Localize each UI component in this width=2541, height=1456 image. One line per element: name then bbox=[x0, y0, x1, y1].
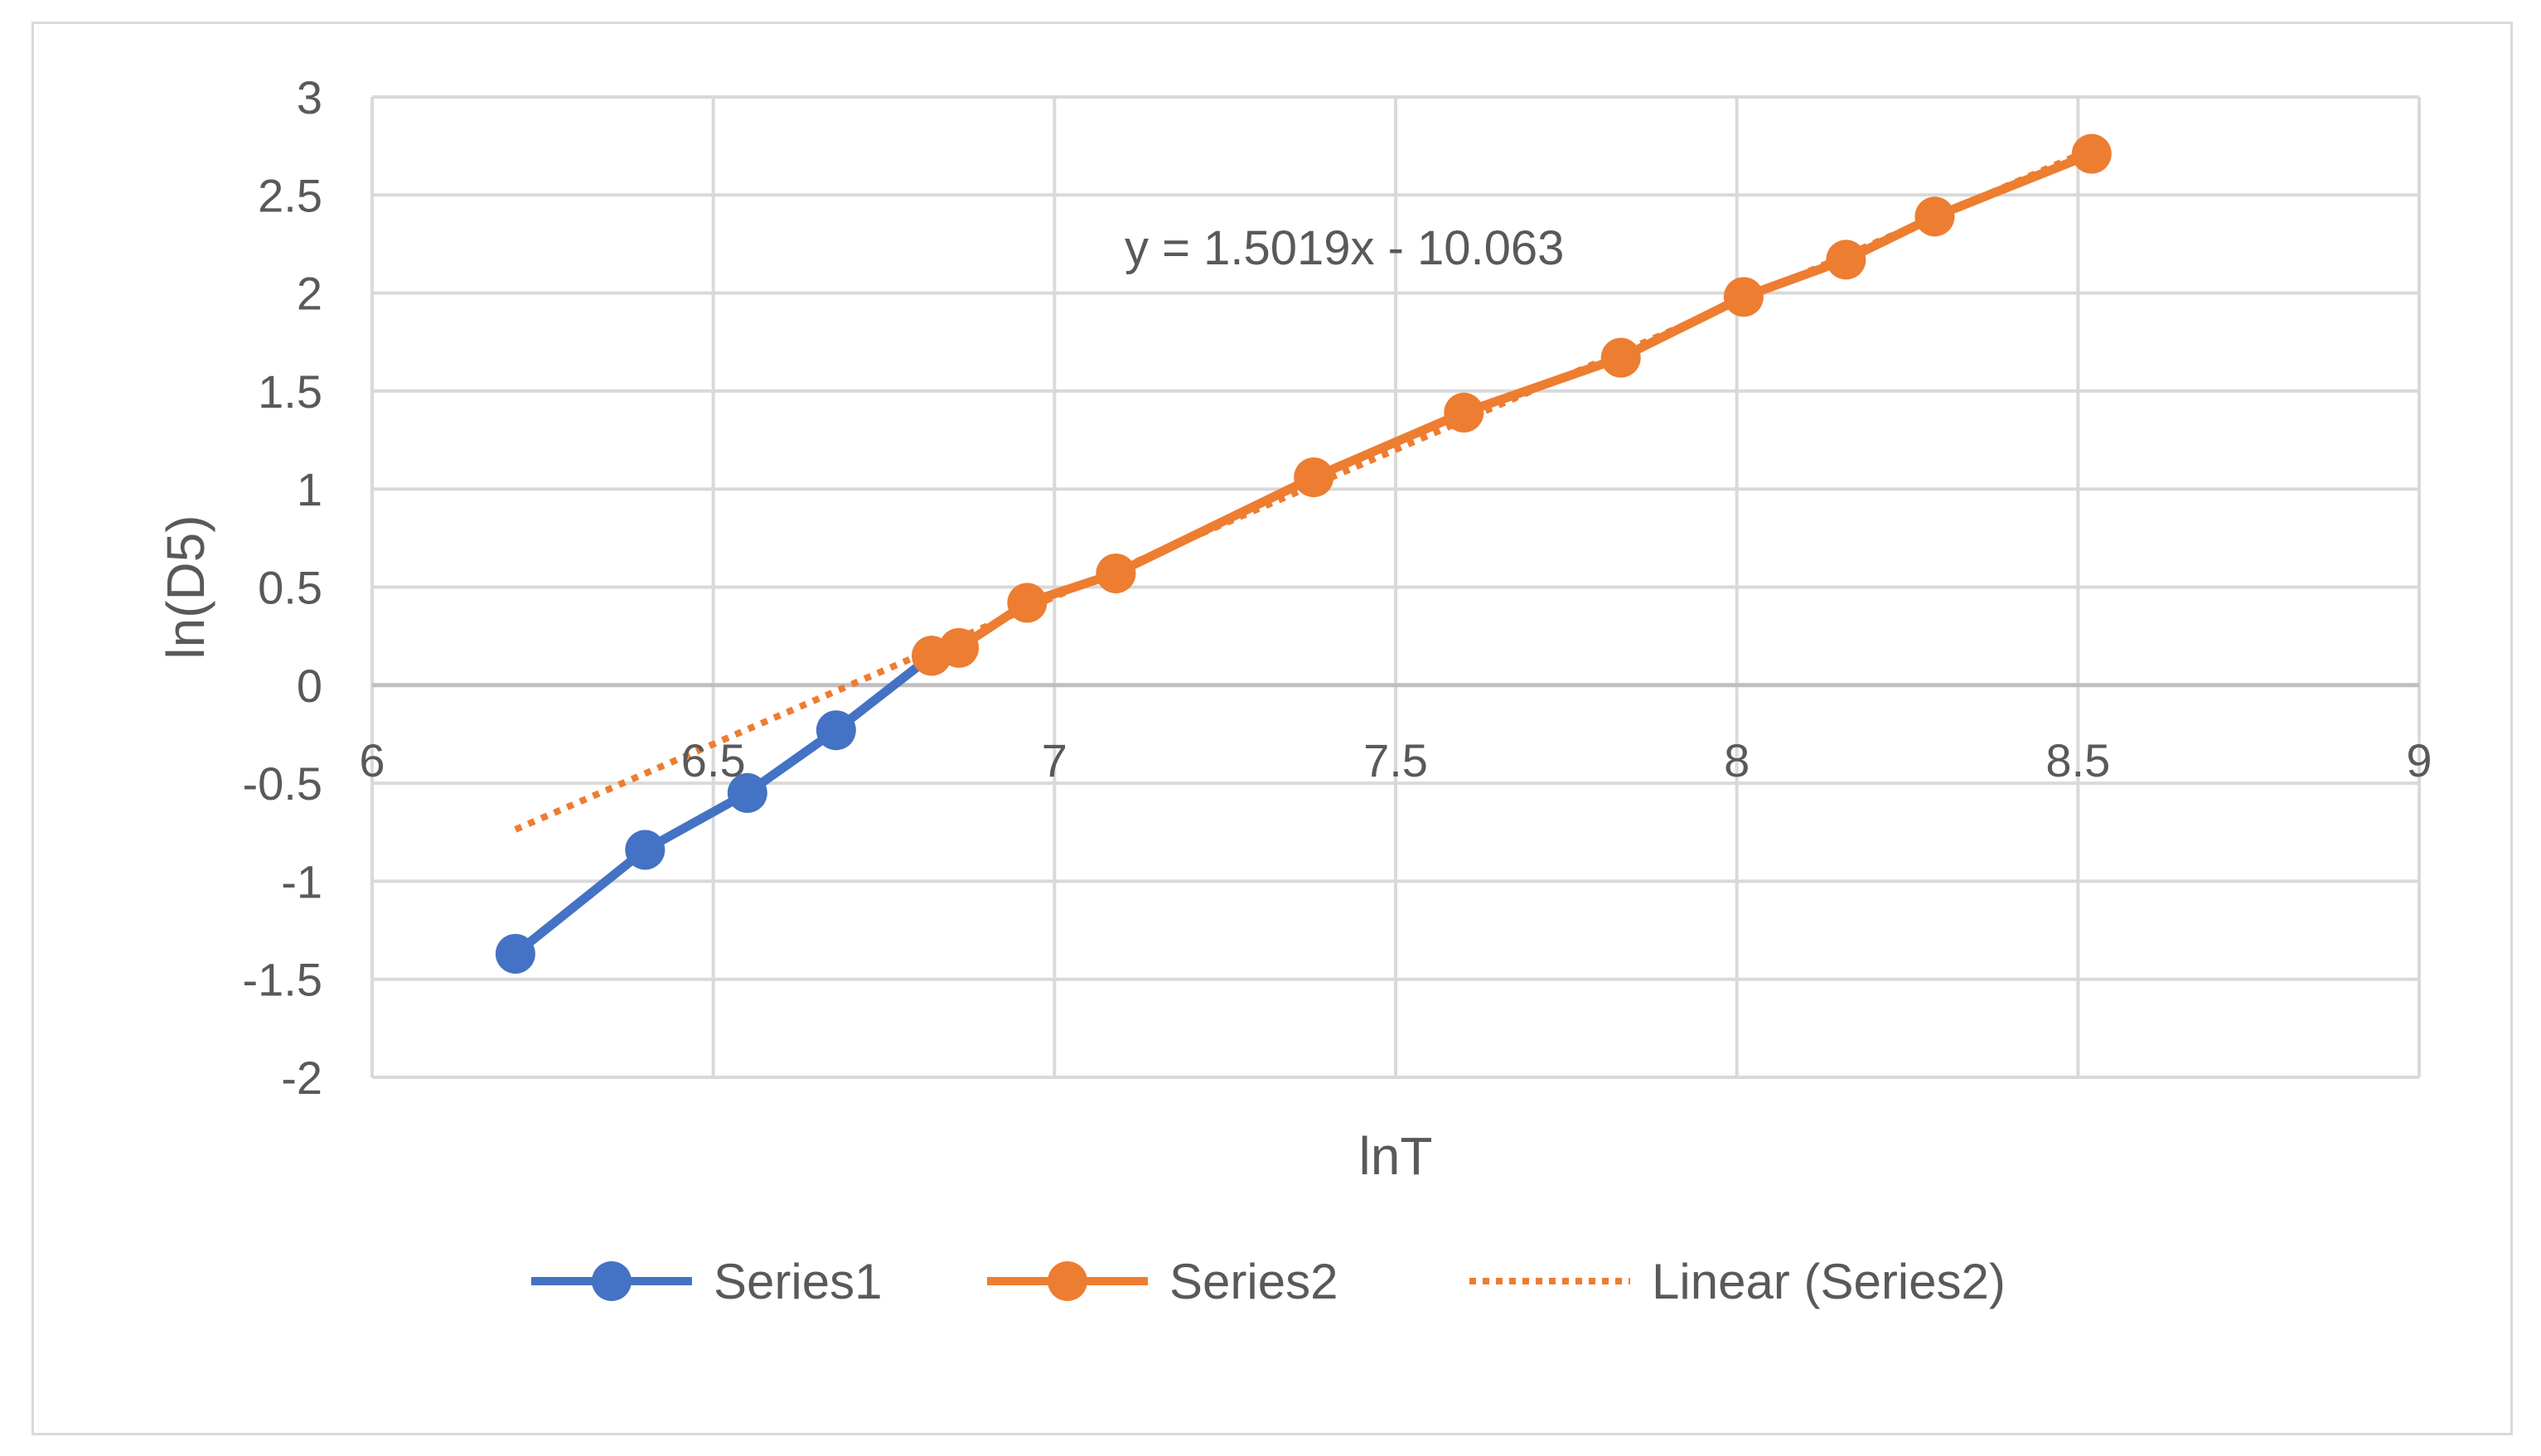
trendline-equation: y = 1.5019x - 10.063 bbox=[1125, 221, 1564, 275]
y-tick-label: -2 bbox=[281, 1052, 322, 1104]
chart-area: 6 6.5 7 7.5 8 8.5 9 3 2.5 2 1.5 1 0.5 0 -0.5 -1 -1.5 -2 y… bbox=[31, 22, 2513, 1435]
legend-label-series1: Series1 bbox=[714, 1254, 882, 1309]
data-point-series2 bbox=[1294, 457, 1334, 498]
legend-item-series2: Series2 bbox=[987, 1254, 1338, 1309]
legend-label-series2: Series2 bbox=[1169, 1254, 1338, 1309]
data-point-series2 bbox=[2071, 133, 2112, 174]
data-point-series2 bbox=[1096, 553, 1136, 593]
y-tick-label: -0.5 bbox=[243, 757, 323, 810]
series-group bbox=[495, 133, 2112, 974]
y-tick-label: 1 bbox=[297, 463, 322, 515]
legend: Series1 Series2 Linear (Series2) bbox=[531, 1254, 2006, 1309]
y-tick-label: 0.5 bbox=[258, 562, 322, 614]
y-tick-label: 2.5 bbox=[258, 169, 322, 221]
data-point-series2 bbox=[1007, 583, 1048, 623]
data-point-series1 bbox=[495, 933, 535, 974]
y-tick-label: 1.5 bbox=[258, 365, 322, 418]
data-point-series2 bbox=[1826, 239, 1866, 280]
x-tick-label: 7.5 bbox=[1363, 734, 1428, 786]
x-tick-label: 8.5 bbox=[2045, 734, 2110, 786]
x-axis-title: lnT bbox=[1359, 1126, 1433, 1186]
series-line-series1 bbox=[511, 651, 937, 959]
y-tick-label: 0 bbox=[297, 660, 322, 712]
data-point-series2 bbox=[1600, 337, 1641, 378]
x-tick-label: 6 bbox=[359, 734, 385, 786]
data-point-series2 bbox=[939, 627, 980, 668]
tick-labels: 6 6.5 7 7.5 8 8.5 9 3 2.5 2 1.5 1 0.5 0 -0.5 -1 -1.5 -2 bbox=[243, 71, 2432, 1104]
legend-item-linear-series2: Linear (Series2) bbox=[1469, 1254, 2006, 1309]
data-point-series1 bbox=[816, 710, 856, 751]
data-point-series1 bbox=[625, 830, 666, 870]
data-point-series1 bbox=[727, 772, 767, 813]
data-point-series2 bbox=[1444, 392, 1484, 433]
legend-item-series1: Series1 bbox=[531, 1254, 882, 1309]
chart-svg: 6 6.5 7 7.5 8 8.5 9 3 2.5 2 1.5 1 0.5 0 -0.5 -1 -1.5 -2 y… bbox=[156, 71, 2432, 1309]
y-tick-label: -1.5 bbox=[243, 954, 323, 1006]
legend-label-linear-series2: Linear (Series2) bbox=[1652, 1254, 2006, 1309]
y-tick-label: -1 bbox=[281, 855, 322, 907]
legend-marker-series1 bbox=[592, 1261, 632, 1301]
y-axis-title: ln(D5) bbox=[156, 515, 215, 659]
x-tick-label: 6.5 bbox=[681, 734, 746, 786]
x-tick-label: 9 bbox=[2406, 734, 2432, 786]
legend-marker-series2 bbox=[1048, 1261, 1087, 1301]
x-tick-label: 8 bbox=[1724, 734, 1750, 786]
x-tick-label: 7 bbox=[1042, 734, 1067, 786]
trendline-path bbox=[514, 146, 2093, 833]
trendline bbox=[514, 146, 2093, 833]
y-tick-label: 2 bbox=[297, 268, 322, 320]
y-tick-label: 3 bbox=[297, 71, 322, 123]
data-point-series2 bbox=[1723, 277, 1764, 317]
data-point-series2 bbox=[1914, 196, 1955, 237]
